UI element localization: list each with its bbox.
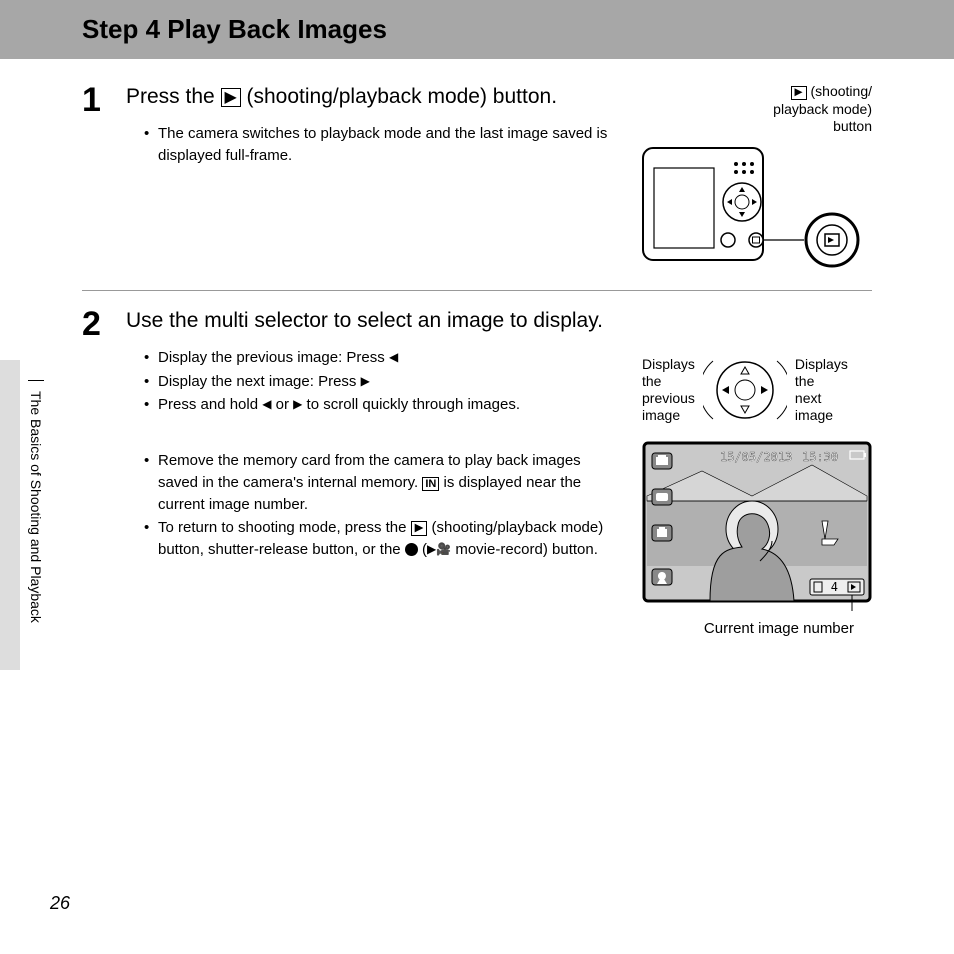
lcd-date: 15/05/2013 — [720, 450, 792, 464]
page-header: Step 4 Play Back Images — [0, 0, 954, 59]
side-thumb-tab — [0, 360, 20, 670]
list-item: Display the next image: Press ▶ — [144, 371, 624, 393]
multi-selector-figure: Displays the previous image — [642, 353, 872, 427]
list-item: To return to shooting mode, press the ▶ … — [144, 517, 624, 561]
selector-right-label: Displays the next image — [795, 356, 848, 423]
page-title: Step 4 Play Back Images — [82, 14, 954, 45]
step-2-bullets-b: Remove the memory card from the camera t… — [126, 450, 624, 561]
list-item: Remove the memory card from the camera t… — [144, 450, 624, 515]
step-1-figure-label: ▶ (shooting/ playback mode) button — [642, 83, 872, 136]
step-1-title: Press the ▶ (shooting/playback mode) but… — [126, 83, 624, 111]
right-arrow-icon: ▶ — [361, 374, 370, 388]
lcd-img-num: 4 — [831, 580, 838, 594]
section-running-head: The Basics of Shooting and Playback — [28, 380, 44, 623]
playback-icon: ▶ — [791, 86, 807, 100]
selector-left-label: Displays the previous image — [642, 356, 695, 423]
step-1-number: 1 — [82, 83, 110, 270]
step-2-bullets-a: Display the previous image: Press ◀ Disp… — [126, 347, 624, 416]
step-divider — [82, 290, 872, 291]
lcd-caption: Current image number — [642, 620, 872, 637]
lcd-screen-illustration: 15/05/2013 15:30 4 — [642, 441, 872, 611]
multi-selector-illustration — [703, 353, 787, 427]
lcd-figure: 15/05/2013 15:30 4 — [642, 441, 872, 637]
step-2-title: Use the multi selector to select an imag… — [126, 307, 872, 335]
playback-icon: ▶ — [411, 521, 428, 535]
step-1-figure: ▶ (shooting/ playback mode) button — [642, 83, 872, 270]
internal-memory-icon: IN — [422, 477, 439, 491]
step-2-number: 2 — [82, 307, 110, 637]
left-arrow-icon: ◀ — [389, 350, 398, 364]
step-2: 2 Use the multi selector to select an im… — [82, 307, 872, 637]
camera-back-illustration — [642, 140, 872, 270]
record-button-icon — [405, 543, 418, 556]
playback-icon: ▶ — [221, 88, 241, 107]
list-item: Press and hold ◀ or ▶ to scroll quickly … — [144, 394, 624, 416]
step-2-figures: Displays the previous image — [642, 347, 872, 637]
page-number: 26 — [50, 893, 70, 914]
list-item: Display the previous image: Press ◀ — [144, 347, 624, 369]
page-content: 1 Press the ▶ (shooting/playback mode) b… — [0, 59, 954, 637]
step-1: 1 Press the ▶ (shooting/playback mode) b… — [82, 83, 872, 270]
step-1-bullet: The camera switches to playback mode and… — [144, 123, 624, 167]
lcd-time: 15:30 — [802, 450, 838, 464]
right-arrow-icon: ▶ — [293, 397, 302, 411]
step-1-bullets: The camera switches to playback mode and… — [126, 123, 624, 167]
movie-mode-icon: ▶🎥 — [427, 542, 451, 556]
